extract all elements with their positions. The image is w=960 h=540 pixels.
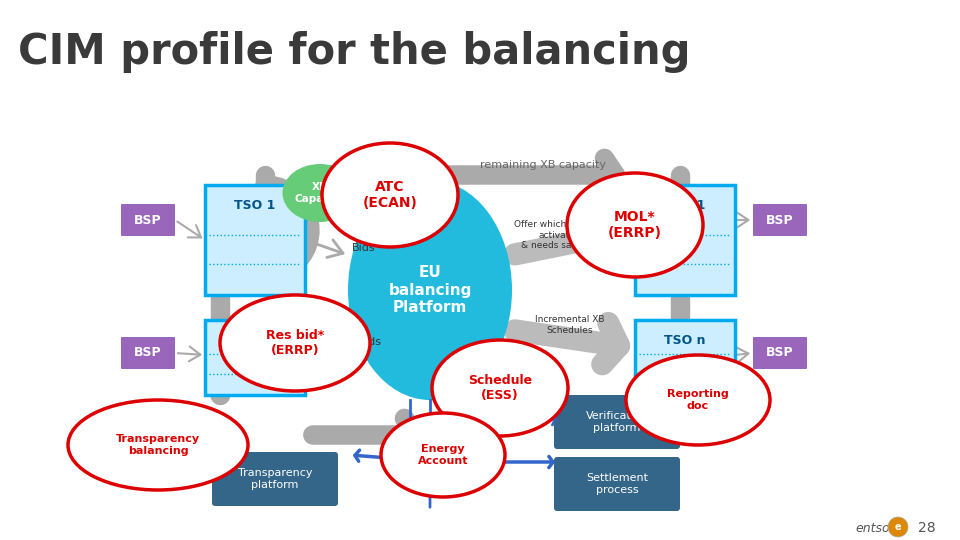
FancyBboxPatch shape bbox=[635, 320, 735, 395]
Text: Res bid*
(ERRP): Res bid* (ERRP) bbox=[266, 329, 324, 357]
Text: remaining XB capacity: remaining XB capacity bbox=[480, 160, 606, 170]
Text: TSO 1: TSO 1 bbox=[234, 199, 276, 212]
Text: Incremental XB
Schedules: Incremental XB Schedules bbox=[536, 315, 605, 335]
Ellipse shape bbox=[282, 164, 357, 222]
Text: Transparency
platform: Transparency platform bbox=[238, 468, 312, 490]
Ellipse shape bbox=[567, 173, 703, 277]
FancyBboxPatch shape bbox=[205, 185, 305, 295]
FancyBboxPatch shape bbox=[121, 337, 175, 369]
Text: e: e bbox=[895, 522, 901, 532]
Text: ATC
(ECAN): ATC (ECAN) bbox=[363, 180, 418, 210]
Text: Schedule
(ESS): Schedule (ESS) bbox=[468, 374, 532, 402]
Text: Transparency
balancing: Transparency balancing bbox=[116, 434, 200, 456]
Text: BSP: BSP bbox=[134, 213, 162, 226]
Text: Needs: Needs bbox=[347, 337, 381, 347]
Text: Settlement
process: Settlement process bbox=[586, 473, 648, 495]
Text: 28: 28 bbox=[918, 521, 936, 535]
Ellipse shape bbox=[432, 340, 568, 436]
Text: TSO n: TSO n bbox=[234, 334, 276, 347]
Text: CIM profile for the balancing: CIM profile for the balancing bbox=[18, 31, 690, 73]
Circle shape bbox=[888, 517, 908, 537]
Text: entso: entso bbox=[855, 522, 890, 535]
Text: Verification
platform: Verification platform bbox=[586, 411, 648, 433]
FancyBboxPatch shape bbox=[205, 320, 305, 395]
Ellipse shape bbox=[348, 180, 512, 400]
Ellipse shape bbox=[220, 295, 370, 391]
Text: MOL*
(ERRP): MOL* (ERRP) bbox=[608, 210, 662, 240]
Ellipse shape bbox=[626, 355, 770, 445]
Text: Reporting
doc: Reporting doc bbox=[667, 389, 729, 411]
Text: TSO n: TSO n bbox=[664, 334, 706, 347]
Text: Energy
Account: Energy Account bbox=[418, 444, 468, 466]
Text: BSP: BSP bbox=[766, 347, 794, 360]
Ellipse shape bbox=[322, 143, 458, 247]
Ellipse shape bbox=[381, 413, 505, 497]
FancyBboxPatch shape bbox=[212, 452, 338, 506]
Ellipse shape bbox=[68, 400, 248, 490]
Text: Bids: Bids bbox=[352, 243, 375, 253]
Text: BSP: BSP bbox=[766, 213, 794, 226]
FancyBboxPatch shape bbox=[554, 457, 680, 511]
Text: TSO 1: TSO 1 bbox=[664, 199, 706, 212]
FancyBboxPatch shape bbox=[753, 204, 807, 236]
FancyBboxPatch shape bbox=[121, 204, 175, 236]
Text: BSP: BSP bbox=[134, 347, 162, 360]
FancyBboxPatch shape bbox=[554, 395, 680, 449]
Text: EU
balancing
Platform: EU balancing Platform bbox=[388, 265, 471, 315]
FancyBboxPatch shape bbox=[753, 337, 807, 369]
Text: Offer which must be
activated
& needs satisfied: Offer which must be activated & needs sa… bbox=[514, 220, 606, 250]
FancyBboxPatch shape bbox=[635, 185, 735, 295]
Text: XB
Capacity: XB Capacity bbox=[295, 182, 346, 204]
